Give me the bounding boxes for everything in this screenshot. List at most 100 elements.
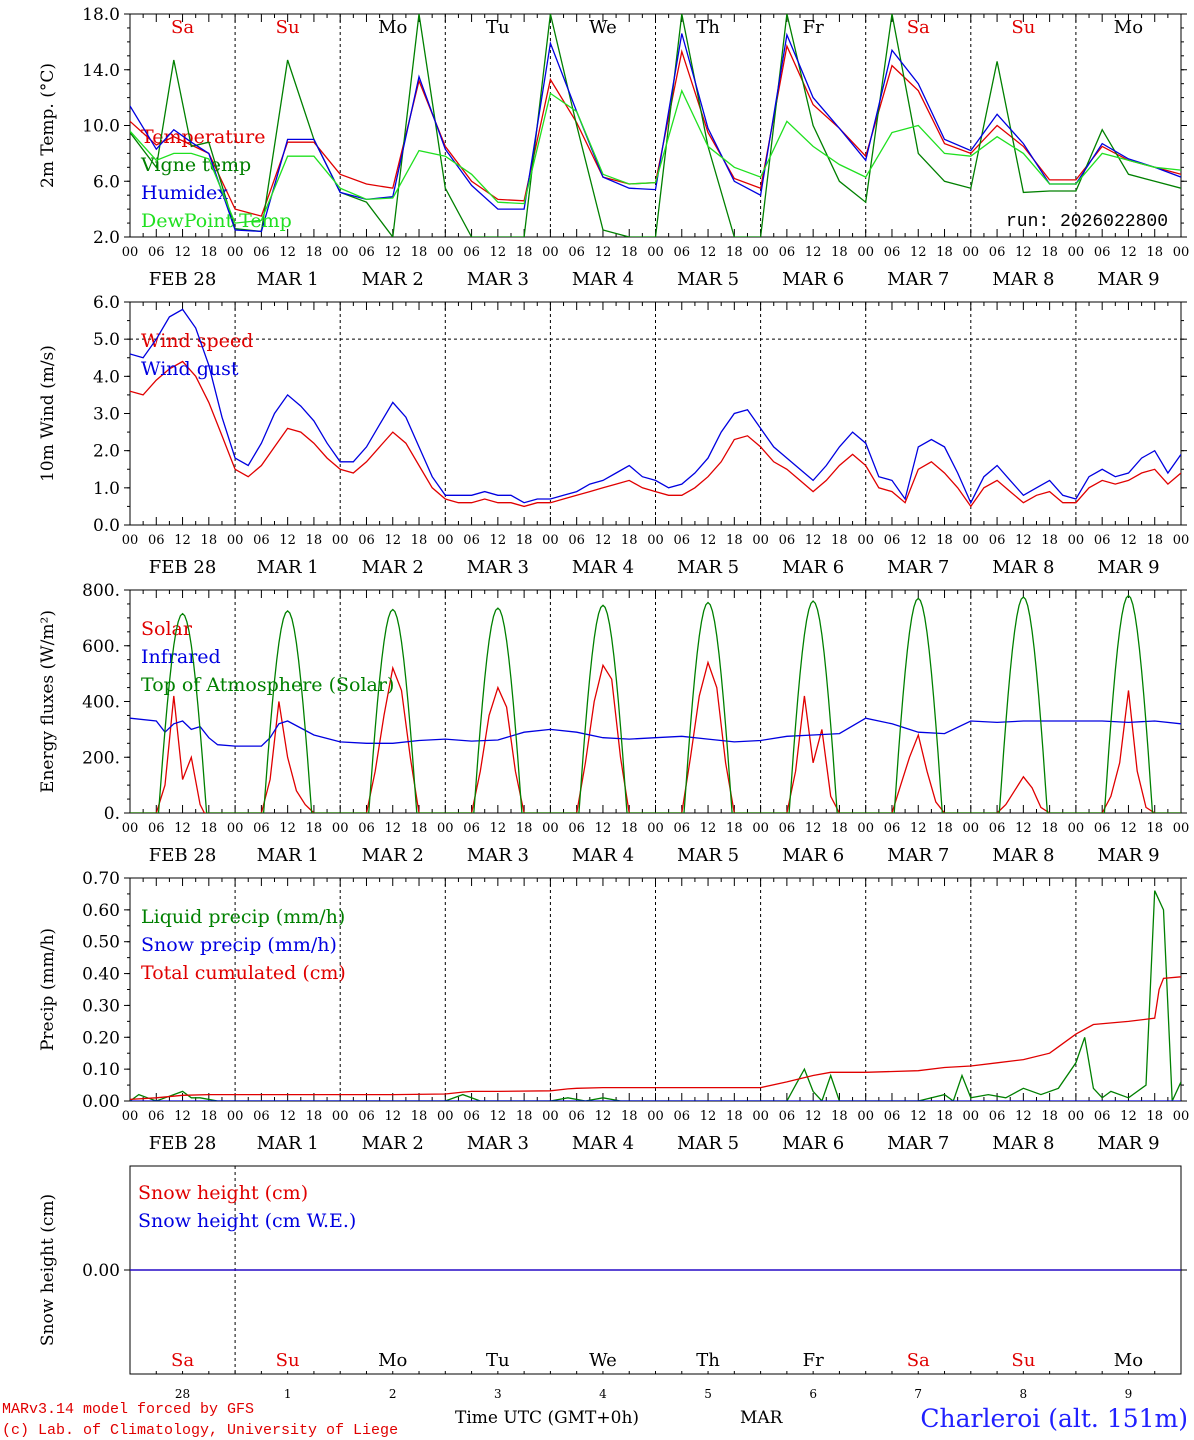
flux-date-label: MAR 8 xyxy=(992,845,1054,866)
flux-hour-label: 12 xyxy=(279,821,296,836)
flux-series-line xyxy=(130,717,1181,747)
snow-date-label: 8 xyxy=(1020,1387,1028,1401)
precip-hour-label: 18 xyxy=(726,1109,743,1124)
run-label: run: 2026022800 xyxy=(1006,212,1168,232)
precip-hour-label: 12 xyxy=(805,1109,822,1124)
precip-hour-label: 00 xyxy=(857,1109,874,1124)
snow-date-label: 28 xyxy=(175,1387,190,1401)
wind-hour-label: 12 xyxy=(805,533,822,548)
flux-hour-label: 00 xyxy=(227,821,244,836)
snow-y-tick-label: 0.00 xyxy=(82,1261,120,1281)
precip-date-label: MAR 3 xyxy=(467,1133,529,1154)
temp-y-tick-label: 2.0 xyxy=(93,228,120,248)
flux-hour-label: 00 xyxy=(752,821,769,836)
wind-date-label: MAR 3 xyxy=(467,557,529,578)
temp-hour-label: 18 xyxy=(201,245,218,260)
wind-hour-label: 06 xyxy=(148,533,165,548)
precip-hour-label: 06 xyxy=(884,1109,901,1124)
wind-hour-label: 18 xyxy=(1041,533,1058,548)
wind-hour-label: 18 xyxy=(306,533,323,548)
temp-hour-label: 12 xyxy=(910,245,927,260)
temp-weekday-label: Fr xyxy=(803,17,824,38)
wind-hour-label: 12 xyxy=(279,533,296,548)
temp-hour-label: 18 xyxy=(831,245,848,260)
wind-hour-label: 18 xyxy=(411,533,428,548)
temp-hour-label: 00 xyxy=(122,245,139,260)
flux-date-label: FEB 28 xyxy=(149,845,216,866)
wind-hour-label: 12 xyxy=(1120,533,1137,548)
precip-date-label: MAR 8 xyxy=(992,1133,1054,1154)
temp-hour-label: 18 xyxy=(726,245,743,260)
flux-date-label: MAR 9 xyxy=(1097,845,1159,866)
flux-hour-label: 06 xyxy=(463,821,480,836)
flux-legend-entry: Solar xyxy=(141,618,193,640)
precip-hour-label: 12 xyxy=(595,1109,612,1124)
snow-weekday-label: We xyxy=(589,1350,617,1371)
flux-hour-label: 00 xyxy=(857,821,874,836)
wind-hour-label: 12 xyxy=(910,533,927,548)
flux-hour-label: 00 xyxy=(332,821,349,836)
temp-weekday-label: Su xyxy=(276,17,300,38)
temp-series-line xyxy=(130,32,1181,233)
wind-y-axis-label: 10m Wind (m/s) xyxy=(38,345,58,482)
lab-credit: (c) Lab. of Climatology, University of L… xyxy=(2,1422,398,1439)
temp-hour-label: 06 xyxy=(1094,245,1111,260)
temp-hour-label: 12 xyxy=(174,245,191,260)
precip-y-tick-label: 0.70 xyxy=(82,869,120,889)
wind-hour-label: 06 xyxy=(779,533,796,548)
temp-hour-label: 00 xyxy=(332,245,349,260)
temp-hour-label: 06 xyxy=(148,245,165,260)
wind-hour-label: 12 xyxy=(490,533,507,548)
snow-weekday-label: Mo xyxy=(1114,1350,1143,1371)
temp-hour-label: 06 xyxy=(568,245,585,260)
precip-series-line xyxy=(130,976,1181,1101)
precip-hour-label: 06 xyxy=(253,1109,270,1124)
precip-hour-label: 12 xyxy=(1015,1109,1032,1124)
precip-series-line xyxy=(130,890,1181,1101)
temp-weekday-label: Sa xyxy=(907,17,930,38)
precip-y-tick-label: 0.40 xyxy=(82,965,120,985)
temp-date-label: MAR 1 xyxy=(257,269,319,290)
snow-date-label: 2 xyxy=(389,1387,397,1401)
wind-hour-label: 00 xyxy=(1173,533,1190,548)
temp-weekday-label: Sa xyxy=(171,17,194,38)
wind-hour-label: 18 xyxy=(516,533,533,548)
snow-date-label: 1 xyxy=(284,1387,292,1401)
precip-date-label: FEB 28 xyxy=(149,1133,216,1154)
precip-hour-label: 00 xyxy=(122,1109,139,1124)
precip-hour-label: 12 xyxy=(700,1109,717,1124)
temp-hour-label: 18 xyxy=(621,245,638,260)
flux-series-line xyxy=(130,660,1181,813)
precip-hour-label: 00 xyxy=(1068,1109,1085,1124)
snow-weekday-label: Su xyxy=(276,1350,300,1371)
precip-hour-label: 00 xyxy=(963,1109,980,1124)
precip-y-tick-label: 0.20 xyxy=(82,1028,120,1048)
temp-date-label: MAR 2 xyxy=(362,269,424,290)
flux-hour-label: 06 xyxy=(884,821,901,836)
wind-hour-label: 06 xyxy=(674,533,691,548)
wind-hour-label: 00 xyxy=(542,533,559,548)
temp-hour-label: 06 xyxy=(884,245,901,260)
wind-hour-label: 12 xyxy=(1015,533,1032,548)
flux-y-tick-label: 200. xyxy=(82,748,120,768)
temp-series-line xyxy=(130,88,1181,224)
flux-hour-label: 12 xyxy=(174,821,191,836)
precip-hour-label: 06 xyxy=(989,1109,1006,1124)
temp-hour-label: 12 xyxy=(595,245,612,260)
precip-hour-label: 00 xyxy=(227,1109,244,1124)
temp-hour-label: 18 xyxy=(306,245,323,260)
wind-date-label: MAR 6 xyxy=(782,557,844,578)
flux-date-label: MAR 5 xyxy=(677,845,739,866)
temp-weekday-label: Tu xyxy=(486,17,510,38)
precip-hour-label: 18 xyxy=(516,1109,533,1124)
temp-hour-label: 06 xyxy=(253,245,270,260)
flux-hour-label: 18 xyxy=(831,821,848,836)
temp-hour-label: 00 xyxy=(857,245,874,260)
precip-date-label: MAR 7 xyxy=(887,1133,949,1154)
snow-weekday-label: Tu xyxy=(486,1350,510,1371)
wind-series-line xyxy=(130,308,1181,505)
temp-date-label: MAR 9 xyxy=(1097,269,1159,290)
precip-y-tick-label: 0.30 xyxy=(82,996,120,1016)
temp-frame xyxy=(129,13,1182,238)
wind-hour-label: 06 xyxy=(568,533,585,548)
